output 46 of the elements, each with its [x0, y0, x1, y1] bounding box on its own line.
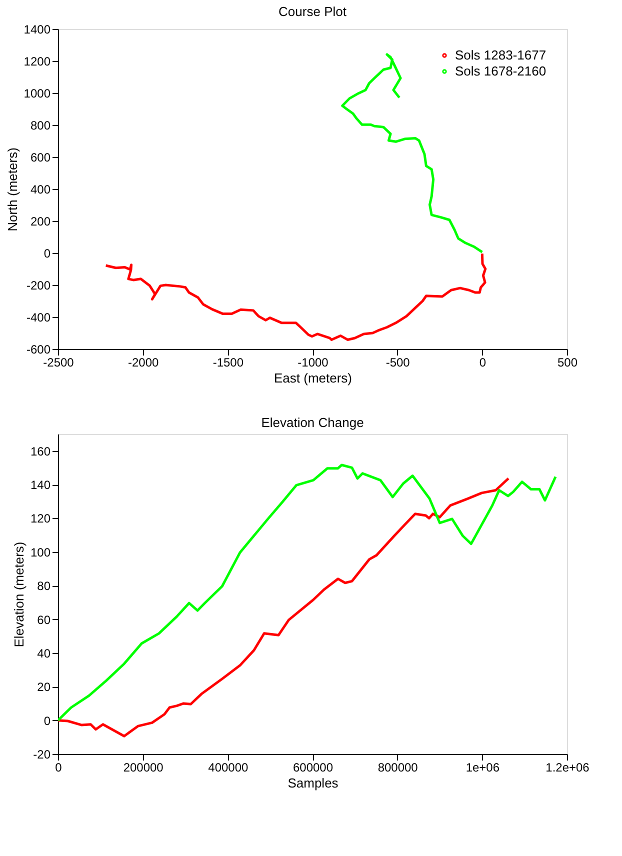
y-tick-label: 1400	[24, 22, 51, 36]
y-tick-label: -600	[26, 342, 51, 356]
y-tick-label: 160	[30, 444, 51, 458]
chart-title: Course Plot	[278, 4, 347, 19]
x-tick-label: -2500	[43, 356, 74, 370]
y-tick-label: 200	[30, 214, 51, 228]
x-tick-label: 0	[479, 356, 486, 370]
x-tick-label: -1500	[212, 356, 244, 370]
line-series	[58, 477, 510, 738]
legend-label: Sols 1678-2160	[455, 64, 546, 78]
line-series	[104, 252, 487, 341]
y-tick-label: 0	[44, 714, 51, 728]
chart-title: Elevation Change	[261, 415, 364, 430]
y-tick-label: 140	[30, 478, 51, 492]
x-tick-label: -500	[386, 356, 410, 370]
x-tick-label: 600000	[292, 760, 334, 774]
y-tick-label: 60	[37, 612, 51, 627]
legend-label: Sols 1283-1677	[455, 48, 546, 62]
y-tick-label: 120	[30, 512, 51, 526]
y-tick-label: 40	[37, 646, 51, 660]
y-axis-title: Elevation (meters)	[11, 542, 26, 648]
y-tick-label: 80	[37, 579, 51, 594]
x-tick-label: 200000	[123, 760, 164, 774]
x-tick-label: 0	[55, 760, 62, 774]
y-tick-label: -20	[33, 748, 51, 762]
y-tick-label: -200	[26, 278, 51, 292]
y-tick-label: -400	[26, 310, 51, 324]
x-tick-label: 1e+06	[466, 760, 500, 774]
y-tick-label: 100	[30, 545, 51, 560]
y-tick-label: 0	[44, 246, 51, 260]
x-tick-label: 500	[557, 356, 578, 370]
y-tick-label: 1000	[24, 86, 51, 100]
y-tick-label: 400	[30, 182, 51, 196]
y-tick-label: 1200	[24, 54, 51, 68]
x-tick-label: 800000	[378, 760, 418, 774]
y-tick-label: 20	[37, 680, 51, 694]
x-axis-title: Samples	[288, 776, 339, 790]
x-tick-label: 1.2e+06	[546, 760, 590, 774]
y-tick-label: 800	[30, 118, 51, 132]
x-tick-label: -2000	[128, 356, 159, 370]
y-tick-label: 600	[30, 150, 51, 164]
x-tick-label: -1000	[298, 356, 329, 370]
x-axis-title: East (meters)	[274, 370, 352, 386]
line-series	[58, 464, 557, 722]
y-axis-title: North (meters)	[4, 148, 20, 232]
x-tick-label: 400000	[208, 760, 249, 774]
